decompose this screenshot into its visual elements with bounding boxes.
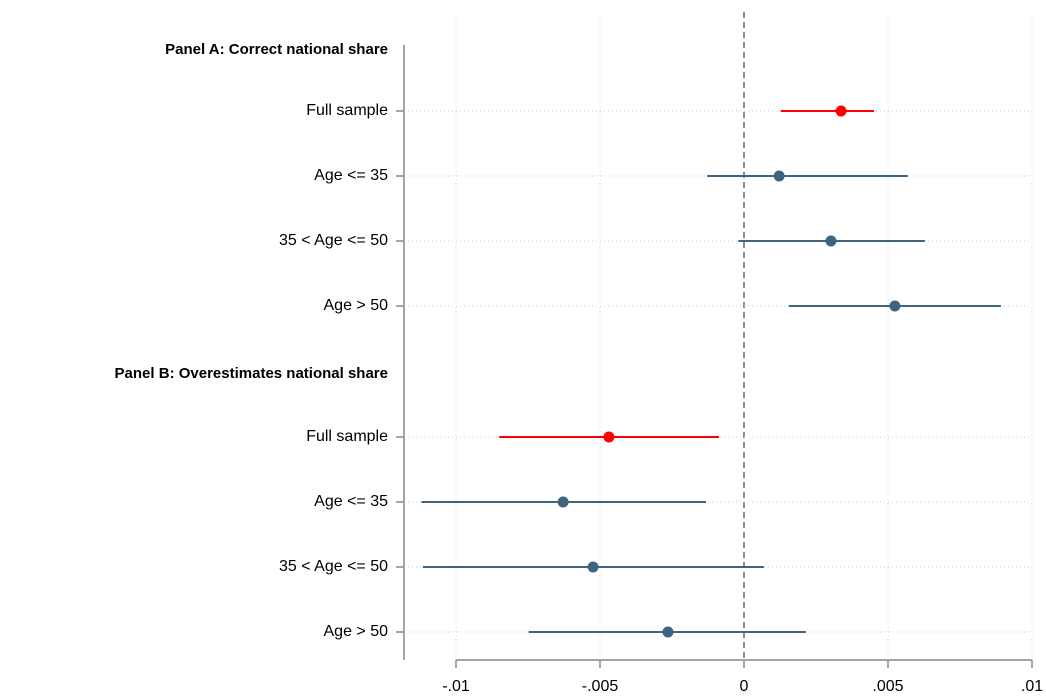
x-tick-label: .005 <box>872 678 903 695</box>
x-tick-label: -.005 <box>582 678 619 695</box>
y-tick-label: 35 < Age <= 50 <box>279 232 388 249</box>
point-estimate <box>835 105 847 117</box>
point-estimate <box>603 431 615 443</box>
y-tick-label: Age <= 35 <box>314 493 388 510</box>
y-tick-label: 35 < Age <= 50 <box>279 558 388 575</box>
y-tick-label: Age > 50 <box>324 297 389 314</box>
panel-header: Panel A: Correct national share <box>165 41 388 58</box>
y-tick-label: Full sample <box>306 102 388 119</box>
y-tick-label: Age <= 35 <box>314 167 388 184</box>
point-estimate <box>825 235 837 247</box>
point-estimate <box>889 300 901 312</box>
point-estimate <box>587 561 599 573</box>
point-estimate <box>662 626 674 638</box>
x-tick-label: -.01 <box>442 678 470 695</box>
panel-header: Panel B: Overestimates national share <box>115 365 388 382</box>
y-tick-label: Age > 50 <box>324 623 389 640</box>
x-tick-label: .01 <box>1021 678 1043 695</box>
y-tick-label: Full sample <box>306 428 388 445</box>
point-estimate <box>773 170 785 182</box>
x-tick-label: 0 <box>740 678 749 695</box>
point-estimate <box>557 496 569 508</box>
